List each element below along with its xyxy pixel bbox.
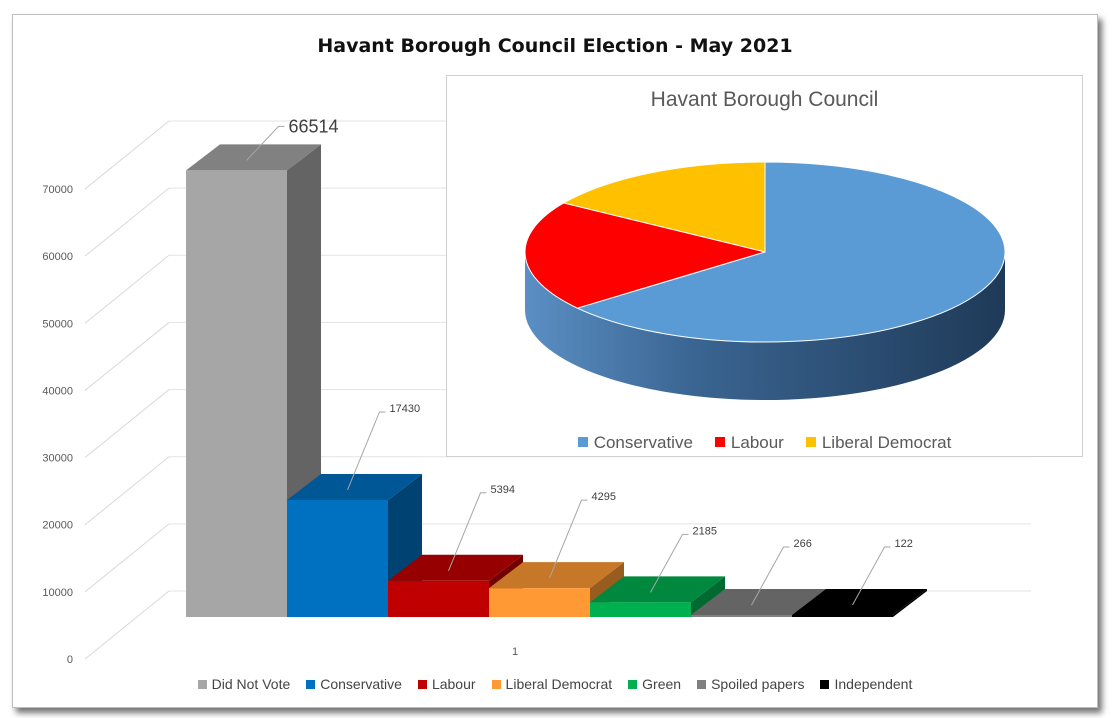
legend-item: Liberal Democrat — [491, 676, 613, 692]
data-label-leader — [347, 411, 386, 491]
gridline-diagonal — [84, 254, 170, 324]
gridline-diagonal — [84, 523, 170, 593]
gridline-diagonal — [84, 590, 170, 660]
legend-label: Liberal Democrat — [505, 676, 613, 692]
chart-title: Havant Borough Council Election - May 20… — [317, 35, 793, 57]
gridline-diagonal — [84, 120, 170, 190]
data-label: 66514 — [289, 116, 339, 136]
legend-swatch — [820, 680, 830, 689]
data-label-leader — [448, 492, 487, 571]
pie-legend-swatch — [577, 437, 588, 447]
pie-legend-swatch — [805, 437, 816, 447]
legend-label: Green — [642, 676, 682, 692]
y-tick-label: 0 — [67, 654, 73, 666]
pie-legend-label: Liberal Democrat — [821, 433, 952, 452]
legend-swatch — [197, 680, 207, 689]
bar-front — [691, 615, 792, 617]
pie-chart — [524, 161, 1006, 400]
legend-swatch — [628, 680, 638, 689]
y-tick-label: 30000 — [42, 453, 73, 465]
data-label-leader — [852, 546, 891, 606]
pie-legend-label: Labour — [730, 433, 784, 452]
data-label: 4295 — [592, 491, 616, 503]
bar-front — [186, 170, 287, 617]
data-label-leader — [549, 499, 588, 579]
data-label: 266 — [794, 538, 812, 550]
legend-item: Labour — [417, 676, 476, 692]
pie-chart-legend: Conservative Labour Liberal Democrat — [447, 433, 1082, 453]
pie-legend-item: Conservative — [577, 433, 693, 453]
bar-front — [792, 615, 893, 617]
data-label: 17430 — [390, 403, 421, 415]
pie-legend-item: Labour — [714, 433, 784, 453]
y-tick-label: 10000 — [42, 587, 73, 599]
pie-legend-swatch — [714, 437, 725, 447]
y-tick-label: 60000 — [42, 251, 73, 263]
legend-swatch — [697, 680, 707, 689]
y-tick-label: 20000 — [42, 520, 73, 532]
pie-legend-item: Liberal Democrat — [805, 433, 952, 453]
bar-conservative — [287, 473, 422, 617]
y-tick-label: 70000 — [42, 184, 73, 196]
pie-slice-conservative — [576, 161, 1006, 343]
legend-item: Green — [628, 676, 681, 692]
legend-swatch — [306, 680, 316, 689]
bar-top — [792, 589, 927, 615]
legend-item: Conservative — [306, 676, 402, 692]
gridline-diagonal — [84, 456, 170, 526]
pie-side-wall — [525, 252, 1005, 400]
bar-side — [691, 576, 725, 617]
bar-liberal-democrat — [489, 562, 624, 617]
gridline-diagonal — [84, 187, 170, 257]
data-label-leader — [751, 546, 790, 606]
pie-chart-title: Havant Borough Council — [650, 88, 879, 111]
pie-legend-label: Conservative — [593, 433, 693, 452]
data-label-leader — [650, 533, 689, 593]
legend-item: Spoiled papers — [697, 676, 804, 692]
y-tick-label: 50000 — [42, 318, 73, 330]
legend-label: Labour — [431, 676, 476, 692]
legend-label: Did Not Vote — [211, 676, 291, 692]
pie-slice-liberal-democrat — [562, 161, 766, 253]
bar-top — [186, 144, 321, 171]
gridline-diagonal — [84, 322, 170, 391]
bar-front — [489, 588, 590, 617]
data-label: 5394 — [491, 484, 515, 496]
chart-legend: Did Not Vote Conservative Labour Liberal De… — [13, 676, 1097, 692]
pie-chart-panel: Havant Borough Council Conservative Labou… — [446, 75, 1083, 457]
data-label-leader — [246, 125, 285, 161]
bar-green — [590, 576, 725, 617]
gridline-diagonal — [84, 389, 170, 458]
data-label: 122 — [895, 538, 913, 550]
legend-swatch — [491, 680, 501, 689]
y-tick-label: 40000 — [42, 385, 73, 397]
bar-front — [287, 499, 388, 617]
pie-slice-labour — [524, 202, 767, 309]
legend-item: Did Not Vote — [197, 676, 291, 692]
bar-top — [691, 589, 826, 615]
bar-side — [893, 589, 927, 617]
bar-front — [590, 602, 691, 617]
bar-independent — [792, 589, 927, 617]
legend-label: Spoiled papers — [711, 676, 805, 692]
data-label: 2185 — [693, 525, 717, 537]
legend-label: Conservative — [320, 676, 402, 692]
bar-front — [388, 580, 489, 617]
chart-frame: 0 10000 20000 30000 40000 50000 60000 70000 6651… — [12, 14, 1098, 708]
bar-top — [489, 562, 624, 589]
legend-item: Independent — [820, 676, 912, 692]
legend-swatch — [417, 680, 427, 689]
x-category-label: 1 — [512, 646, 518, 658]
legend-label: Independent — [834, 676, 913, 692]
bar-top — [590, 576, 725, 603]
bar-top — [388, 554, 523, 581]
bar-top — [287, 473, 422, 500]
